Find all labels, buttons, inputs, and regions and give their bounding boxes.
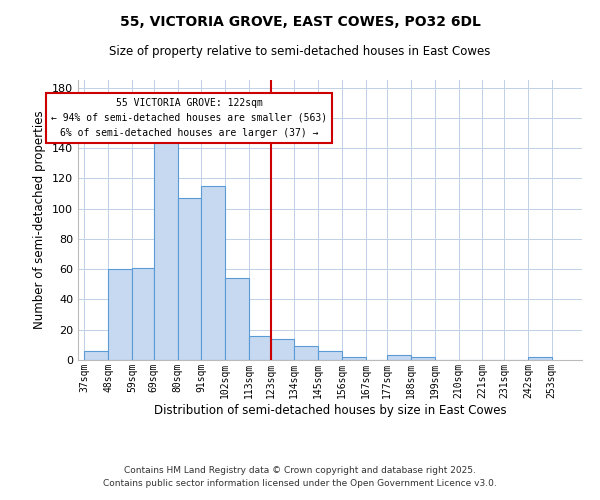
X-axis label: Distribution of semi-detached houses by size in East Cowes: Distribution of semi-detached houses by … [154,404,506,416]
Bar [178,198,201,360]
Bar [108,269,132,360]
Y-axis label: Number of semi-detached properties: Number of semi-detached properties [34,110,46,330]
Bar [342,357,365,360]
Bar [85,351,108,360]
Bar [411,357,435,360]
Bar [249,336,271,360]
Bar [388,356,411,360]
Bar [201,186,225,360]
Text: 55 VICTORIA GROVE: 122sqm
← 94% of semi-detached houses are smaller (563)
6% of : 55 VICTORIA GROVE: 122sqm ← 94% of semi-… [52,98,328,138]
Bar [225,278,249,360]
Bar [295,346,318,360]
Text: Contains HM Land Registry data © Crown copyright and database right 2025.
Contai: Contains HM Land Registry data © Crown c… [103,466,497,487]
Text: 55, VICTORIA GROVE, EAST COWES, PO32 6DL: 55, VICTORIA GROVE, EAST COWES, PO32 6DL [119,15,481,29]
Text: Size of property relative to semi-detached houses in East Cowes: Size of property relative to semi-detach… [109,45,491,58]
Bar [132,268,154,360]
Bar [154,132,178,360]
Bar [271,339,295,360]
Bar [318,351,342,360]
Bar [528,357,552,360]
